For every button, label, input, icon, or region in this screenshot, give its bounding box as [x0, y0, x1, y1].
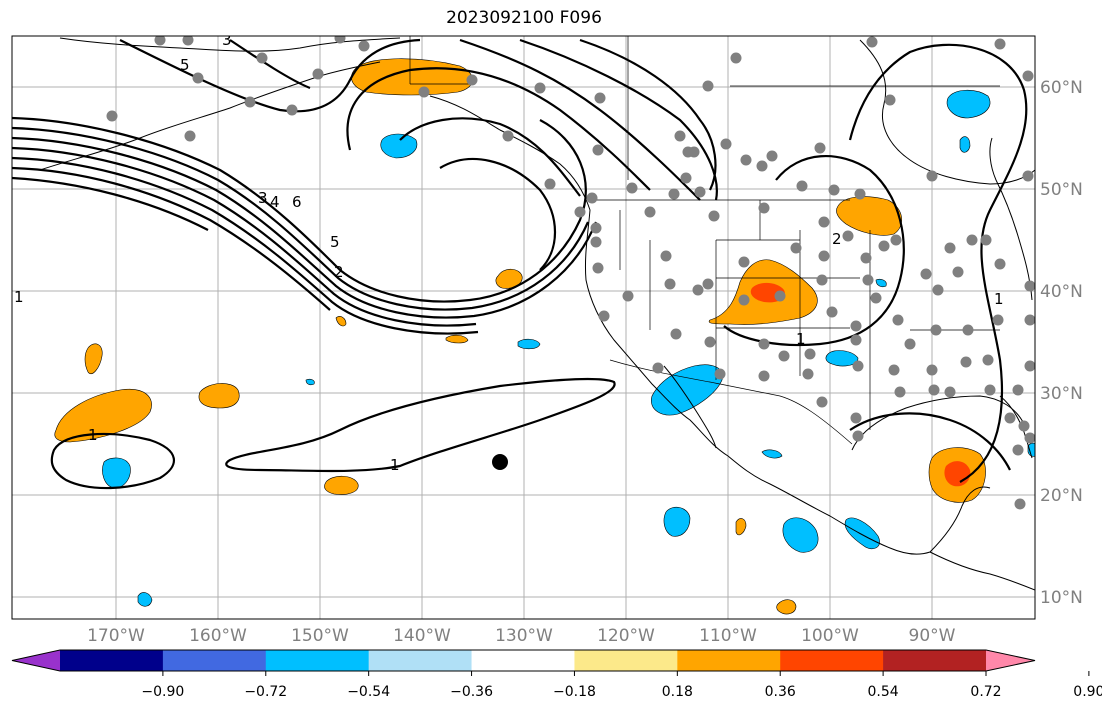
colorbar-tick-label: 0.18	[662, 684, 693, 700]
negative-anomaly-13	[305, 378, 315, 386]
colorbar-tick-label: −0.18	[553, 684, 596, 700]
positive-anomaly-small-5	[445, 334, 469, 344]
positive-anomaly-great-lakes	[836, 196, 902, 236]
negative-anomaly-8	[959, 136, 971, 153]
lon-label: 90°W	[909, 626, 956, 646]
contour-label-1b: 1	[390, 456, 400, 474]
colorbar-tick-label: −0.36	[450, 684, 493, 700]
lon-label: 120°W	[597, 626, 655, 646]
latitude-labels: 60°N 50°N 40°N 30°N 20°N 10°N	[1040, 78, 1083, 608]
colorbar-box	[574, 650, 678, 671]
colorbar-tick-label: 0.36	[765, 684, 796, 700]
negative-anomaly-11	[1027, 442, 1035, 457]
positive-anomaly-small-2	[198, 383, 240, 409]
contour-lines	[12, 38, 1028, 490]
map-title: 2023092100 F096	[446, 8, 602, 28]
positive-anomaly-small-1	[84, 343, 103, 375]
map-border	[11, 35, 1036, 620]
lat-label: 10°N	[1040, 588, 1083, 608]
negative-anomaly-9	[137, 592, 153, 607]
contour-label-1c: 1	[796, 330, 806, 348]
colorbar-box	[162, 650, 267, 671]
longitude-labels: 170°W 160°W 150°W 140°W 130°W 120°W 110°…	[87, 626, 956, 646]
colorbar-box	[471, 650, 575, 671]
marker-dot	[492, 454, 508, 470]
lon-label: 170°W	[87, 626, 145, 646]
colorbar-tick-label: 0.90	[1073, 684, 1102, 700]
colorbar-box	[780, 650, 884, 671]
anomaly-shading	[54, 58, 1035, 615]
colorbar-extend-high	[986, 650, 1035, 671]
negative-anomaly-2	[102, 457, 131, 489]
colorbar-tick-label: 0.72	[970, 684, 1001, 700]
contour-label-2b: 2	[832, 230, 842, 248]
lon-label: 110°W	[699, 626, 757, 646]
lon-label: 140°W	[393, 626, 451, 646]
contour-label-1e: 1	[994, 290, 1004, 308]
colorbar-outline	[11, 649, 1036, 672]
lat-label: 20°N	[1040, 486, 1083, 506]
colorbar: −0.90 −0.72 −0.54 −0.36 −0.18 0.18 0.36 0.54 0.7…	[11, 649, 1102, 700]
lat-label: 50°N	[1040, 180, 1083, 200]
colorbar-box	[368, 650, 473, 671]
negative-anomaly-1	[380, 133, 418, 159]
lon-label: 130°W	[495, 626, 553, 646]
lon-label: 100°W	[801, 626, 859, 646]
contour-label-1: 1	[88, 426, 98, 444]
colorbar-tick-label: −0.90	[141, 684, 184, 700]
colorbar-box	[677, 650, 781, 671]
negative-anomaly-10	[761, 449, 783, 459]
positive-anomaly-small-3	[324, 475, 359, 495]
station-dots	[106, 36, 1035, 510]
negative-anomaly-5	[782, 517, 819, 553]
negative-anomaly-12	[875, 278, 887, 288]
contour-label-2: 2	[334, 263, 344, 281]
negative-anomaly-4	[663, 506, 691, 537]
contour-label-6: 6	[292, 193, 302, 211]
colorbar-box	[265, 650, 370, 671]
colorbar-tick-label: 0.54	[868, 684, 899, 700]
lat-label: 30°N	[1040, 384, 1083, 404]
negative-anomaly-6	[844, 517, 880, 549]
contour-label-3b: 3	[222, 31, 232, 49]
contour-label-3: 3	[258, 189, 268, 207]
lat-label: 60°N	[1040, 78, 1083, 98]
contour-label-1d: 1	[14, 288, 24, 306]
positive-anomaly-small-6	[335, 316, 347, 327]
negative-anomaly-baja	[651, 364, 723, 416]
lat-label: 40°N	[1040, 282, 1083, 302]
positive-anomaly-small-7	[776, 599, 797, 615]
strong-anomaly-gulf	[944, 461, 971, 487]
colorbar-tick-label: −0.54	[347, 684, 390, 700]
colorbar-box	[883, 650, 987, 671]
contour-label-4: 4	[270, 193, 280, 211]
colorbar-extend-low	[12, 650, 60, 671]
negative-anomaly-7	[825, 350, 859, 367]
negative-anomaly-3	[517, 338, 541, 350]
lon-label: 160°W	[189, 626, 247, 646]
contour-label-5: 5	[330, 233, 340, 251]
positive-anomaly-small-8	[735, 518, 747, 536]
colorbar-tick-label: −0.72	[244, 684, 287, 700]
contour-label-5b: 5	[180, 56, 190, 74]
colorbar-box	[60, 650, 164, 671]
graticule	[12, 36, 1035, 619]
lon-label: 150°W	[291, 626, 349, 646]
negative-anomaly-hudson	[946, 89, 991, 119]
contour-labels: 3 4 6 5 2 5 3 1 1 1 1 1 2	[14, 31, 1004, 474]
